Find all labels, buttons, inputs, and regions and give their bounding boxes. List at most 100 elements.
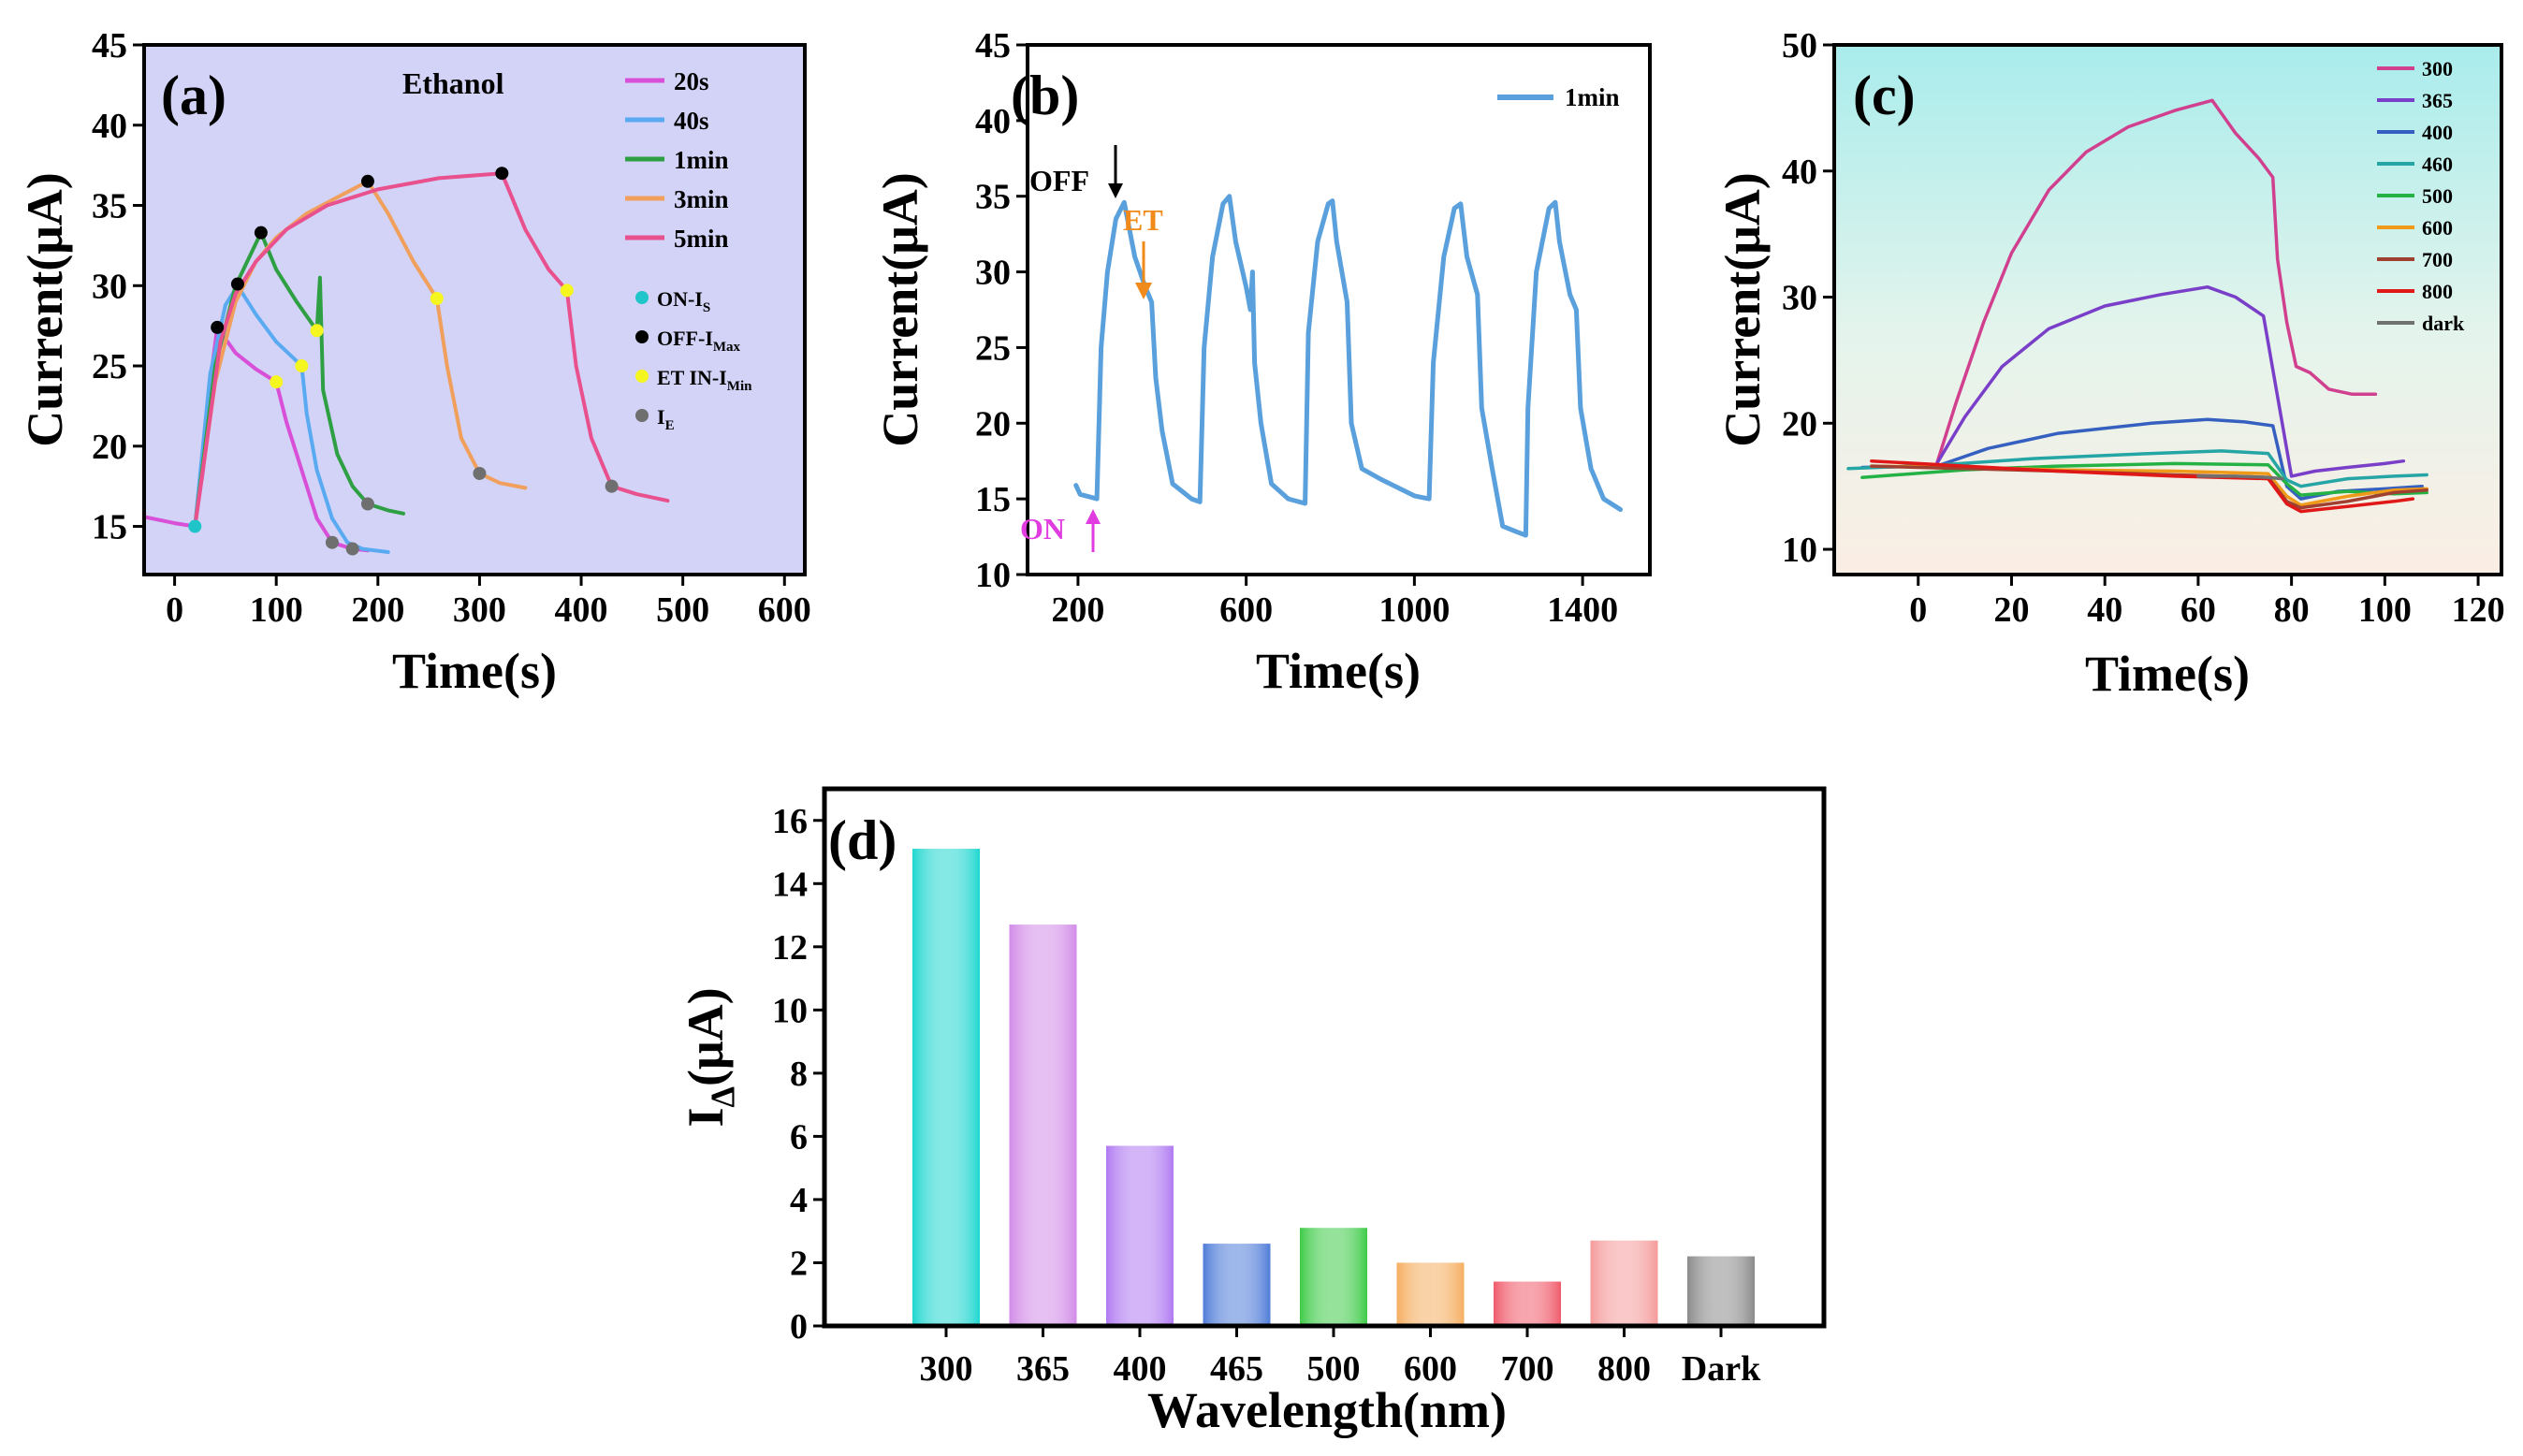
panel-d-ytick-label-2: 4 <box>790 1181 808 1220</box>
panel-b-ylabel: Current(μA) <box>872 172 928 447</box>
panel-c-xtick-label-2: 40 <box>2087 590 2122 630</box>
panel-c-label: (c) <box>1853 65 1916 126</box>
panel-c-series-300 <box>1934 98 2378 466</box>
panel-d-xtick-label-0: 300 <box>920 1349 973 1389</box>
panel-a-xtick-label-0: 0 <box>166 590 183 630</box>
panel-d-bar-300 <box>912 849 980 1326</box>
panel-a-legend-label-3: 3min <box>674 185 729 213</box>
panel-b-ytick-label-1: 15 <box>975 480 1011 519</box>
panel-a-legend-label-0: 20s <box>674 67 709 95</box>
panel-c-xtick-label-6: 120 <box>2452 590 2505 630</box>
panel-a-ytick-label-4: 35 <box>92 187 127 226</box>
panel-a-marker-1-1 <box>230 277 244 291</box>
panel-a-legend-marker-label-1: OFF-IMax <box>657 327 741 355</box>
panel-a-xtick-label-5: 500 <box>656 590 709 630</box>
panel-c-legend-label-1: 365 <box>2422 89 2453 112</box>
panel-d-ylabel-unit: (μA) <box>678 987 734 1086</box>
panel-d-ylabel-sub: Δ <box>704 1086 741 1108</box>
panel-b-ytick-label-5: 35 <box>975 178 1011 217</box>
panel-a-marker-2-1 <box>295 359 309 373</box>
panel-d-bar-400 <box>1106 1145 1174 1326</box>
panel-a-marker-3-3 <box>473 466 487 480</box>
panel-b-annotation-et: ET <box>1123 203 1163 237</box>
panel-a-marker-1-4 <box>495 167 509 181</box>
panel-c-series-460 <box>1846 449 2428 488</box>
panel-b-series-1min <box>1073 194 1623 538</box>
panel-d-xtick-label-5: 600 <box>1404 1349 1457 1389</box>
panel-c-legend-label-4: 500 <box>2422 184 2453 208</box>
panel-b-ytick-label-3: 25 <box>975 328 1011 368</box>
panel-b-xtick-label-0: 200 <box>1051 590 1104 630</box>
panel-d-xtick-label-1: 365 <box>1016 1349 1070 1389</box>
panel-d-ytick-label-6: 12 <box>772 928 808 968</box>
panel-c-legend-label-8: dark <box>2422 312 2465 335</box>
panel-d-xtick-label-6: 700 <box>1501 1349 1554 1389</box>
panel-a-series-3min <box>193 179 528 529</box>
panel-d-xtick-label-2: 400 <box>1114 1349 1167 1389</box>
panel-b-background <box>1028 45 1650 575</box>
panel-a-legend-marker-label-2: ET IN-IMin <box>657 366 752 394</box>
panel-d-xtick-label-4: 500 <box>1307 1349 1361 1389</box>
panel-d-xtick-label-3: 465 <box>1210 1349 1263 1389</box>
panel-c-legend-label-6: 700 <box>2422 248 2453 271</box>
panel-c-ytick-label-2: 30 <box>1782 279 1817 318</box>
panel-c-series-365 <box>1934 284 2406 478</box>
panel-b-ytick-label-6: 40 <box>975 102 1011 141</box>
panel-a-legend-label-4: 5min <box>674 225 729 253</box>
panel-c: 0 20 40 60 80 100 120 10 20 30 40 50 (c) 300 365 400 4… <box>1714 26 2505 702</box>
panel-c-xtick-label-1: 20 <box>1993 590 2029 630</box>
panel-d-ytick-label-4: 8 <box>790 1055 808 1094</box>
panel-c-legend-label-0: 300 <box>2422 57 2453 80</box>
panel-a-marker-2-2 <box>310 324 324 338</box>
panel-d-xtick-label-8: Dark <box>1682 1349 1761 1389</box>
panel-a-marker-0-0 <box>188 519 202 533</box>
panel-d-bar-700 <box>1494 1281 1561 1326</box>
panel-a-marker-2-3 <box>430 291 444 305</box>
panel-c-series-dark <box>2196 474 2284 481</box>
panel-a-legend-marker-label-3: IE <box>657 405 675 433</box>
panel-c-xlabel: Time(s) <box>2085 646 2250 702</box>
panel-a-legend-marker-label-0: ON-IS <box>657 287 710 315</box>
panel-b-xtick-label-1: 600 <box>1219 590 1273 630</box>
panel-d-bar-600 <box>1396 1262 1465 1326</box>
panel-a-marker-2-0 <box>270 375 284 389</box>
panel-a-ytick-label-1: 20 <box>92 428 127 467</box>
panel-d-frame <box>822 786 1827 1329</box>
panel-a-legend-label-2: 1min <box>674 146 729 174</box>
panel-d-xtick-label-7: 800 <box>1597 1349 1651 1389</box>
panel-b-ytick-label-2: 20 <box>975 404 1011 444</box>
panel-a-xtick-label-1: 100 <box>250 590 303 630</box>
panel-c-legend-label-2: 400 <box>2422 121 2453 144</box>
panel-b-ytick-label-0: 10 <box>975 556 1011 595</box>
panel-c-xtick-label-4: 80 <box>2274 590 2310 630</box>
panel-a-ytick-label-5: 40 <box>92 107 127 146</box>
panel-d-ytick-label-1: 2 <box>790 1244 808 1283</box>
panel-c-xtick-label-0: 0 <box>1909 590 1927 630</box>
panel-a-frame <box>142 43 807 576</box>
panel-b-xtick-label-2: 1000 <box>1378 590 1450 630</box>
panel-b-legend-label-0: 1min <box>1565 83 1620 111</box>
panel-d-ytick-label-3: 6 <box>790 1117 808 1157</box>
panel-b-arrow-off-head <box>1108 183 1123 198</box>
panel-a-ytick-label-6: 45 <box>92 26 127 66</box>
panel-a-xtick-label-3: 300 <box>453 590 506 630</box>
panel-a-ylabel: Current(μA) <box>17 172 73 447</box>
panel-d-label: (d) <box>828 809 897 871</box>
panel-d-bar-465 <box>1203 1244 1271 1326</box>
panel-b-annotation-on: ON <box>1020 512 1065 546</box>
panel-a-xtick-label-2: 200 <box>351 590 404 630</box>
panel-c-ytick-label-0: 10 <box>1782 531 1817 570</box>
panel-a-legend-marker-1 <box>635 330 649 343</box>
panel-c-ytick-label-1: 20 <box>1782 404 1817 444</box>
panel-c-series-800 <box>1870 459 2415 514</box>
panel-a-marker-1-3 <box>360 174 374 188</box>
panel-a-ytick-label-3: 30 <box>92 267 127 306</box>
panel-d-bar-500 <box>1300 1228 1367 1326</box>
panel-c-ytick-label-4: 50 <box>1782 26 1817 66</box>
panel-a-marker-3-1 <box>345 542 359 556</box>
panel-d-bar-800 <box>1590 1240 1658 1326</box>
panel-a-legend-marker-2 <box>635 370 649 383</box>
panel-b-xtick-label-3: 1400 <box>1547 590 1618 630</box>
